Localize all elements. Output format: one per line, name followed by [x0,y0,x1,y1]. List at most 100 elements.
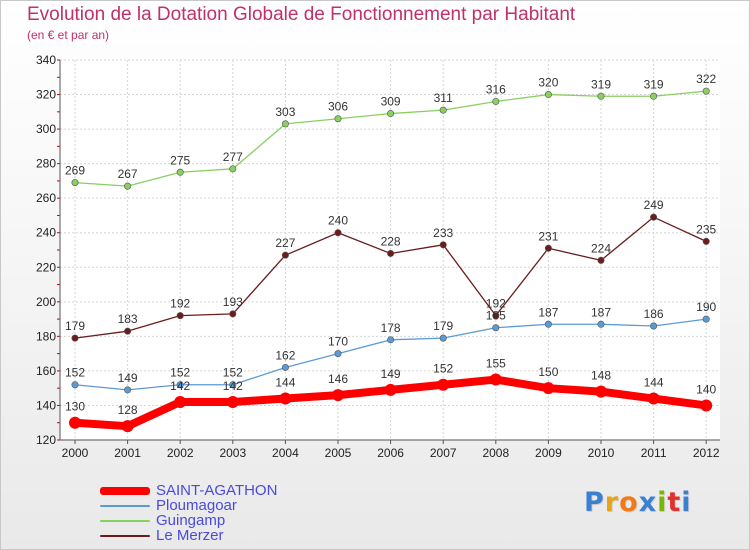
data-label: 185 [486,309,506,323]
data-label: 149 [381,367,401,381]
data-label: 152 [170,366,190,380]
data-point [387,249,395,257]
legend-swatch [100,534,150,537]
data-label: 306 [328,100,348,114]
data-point [124,386,132,394]
x-tick-label: 2002 [167,446,194,460]
chart-subtitle: (en € et par an) [27,28,110,42]
data-label: 309 [381,95,401,109]
data-point [124,327,132,335]
y-tick-label: 180 [36,329,56,343]
data-point [384,383,397,396]
data-label: 192 [486,297,506,311]
legend-swatch [100,519,150,522]
data-label: 162 [275,348,295,362]
data-point [334,229,342,237]
data-point [439,241,447,249]
data-point [650,322,658,330]
data-label: 144 [275,376,295,390]
data-point [226,396,239,408]
data-label: 183 [118,312,138,326]
legend-swatch [100,504,150,507]
data-label: 146 [328,372,348,386]
data-point [492,312,500,320]
data-label: 178 [381,321,401,335]
data-point [281,251,289,259]
data-point [595,385,607,398]
data-point [597,92,605,100]
y-tick-label: 200 [36,295,56,309]
data-label: 322 [696,72,716,86]
data-point [650,213,658,221]
y-tick-label: 300 [36,122,56,136]
data-label: 319 [591,77,611,91]
data-point [437,378,450,391]
data-label: 316 [486,82,506,96]
y-tick-label: 280 [36,157,56,171]
x-tick-label: 2004 [272,446,299,460]
y-tick-label: 140 [36,398,56,412]
data-point [71,381,79,389]
data-label: 142 [223,379,243,393]
data-point [702,237,710,245]
data-point [544,244,552,252]
y-tick-label: 220 [36,260,56,274]
y-tick-label: 340 [36,53,56,67]
data-label: 319 [644,77,664,91]
data-label: 187 [538,305,558,319]
data-point [69,416,81,429]
data-point [647,392,660,405]
data-point [174,396,187,408]
data-point [387,110,395,118]
data-point [542,382,555,395]
data-point [229,381,237,389]
x-tick-label: 2006 [377,446,404,460]
legend-item: Ploumagoar [100,498,277,513]
data-label: 179 [433,319,453,333]
data-point [439,334,447,342]
x-tick-label: 2012 [693,446,720,460]
data-label: 233 [433,226,453,240]
data-point [121,420,134,433]
x-tick-label: 2011 [641,446,667,460]
data-label: 193 [223,295,243,309]
data-point [439,106,447,114]
data-point [229,310,237,318]
data-point [176,312,184,320]
data-label: 192 [170,297,190,311]
data-point [597,320,605,328]
data-label: 170 [328,335,348,349]
data-point [492,324,500,332]
legend-swatch [100,486,150,495]
data-point [544,91,552,99]
data-label: 311 [434,91,453,105]
legend-label: SAINT-AGATHON [156,482,278,499]
data-label: 303 [275,105,295,119]
y-tick-label: 160 [36,364,56,378]
x-tick-label: 2000 [62,446,89,460]
data-label: 155 [486,357,506,371]
data-label: 277 [223,150,243,164]
x-tick-label: 2010 [588,446,615,460]
proxiti-logo: Proxiti [584,487,692,518]
data-label: 148 [591,369,611,383]
x-tick-label: 2008 [482,446,509,460]
data-point [281,363,289,371]
data-label: 142 [170,379,190,393]
data-label: 267 [118,167,138,181]
data-point [281,120,289,128]
y-tick-label: 260 [36,191,56,205]
data-label: 152 [433,362,453,376]
data-label: 228 [381,234,401,248]
data-label: 140 [696,382,716,396]
data-point [334,350,342,358]
x-tick-label: 2009 [535,446,562,460]
data-point [176,381,184,389]
x-tick-label: 2003 [219,446,246,460]
data-point [71,334,79,342]
data-label: 130 [65,400,85,414]
legend-item: SAINT-AGATHON [100,483,277,498]
data-label: 152 [65,366,85,380]
legend-label: Guingamp [156,512,226,529]
